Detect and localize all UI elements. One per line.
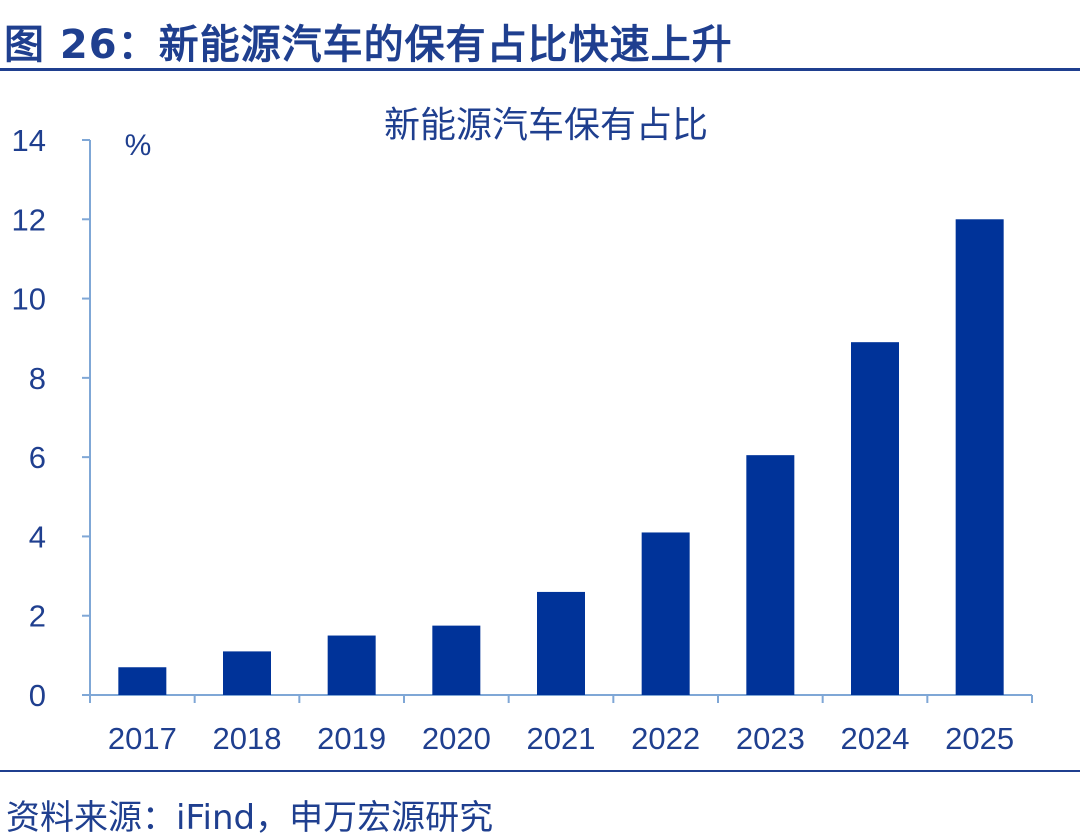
x-tick-label: 2017: [108, 721, 177, 756]
bar-2018: [223, 651, 271, 695]
bar-2019: [327, 635, 376, 695]
y-tick-label: 14: [12, 123, 46, 158]
chart-title: 新能源汽车保有占比: [384, 104, 708, 145]
x-tick-label: 2025: [945, 721, 1014, 756]
x-tick-label: 2019: [317, 721, 386, 756]
y-tick-labels: 0 2 4 6 8 10 12 14: [12, 123, 46, 713]
bar-2022: [641, 532, 690, 695]
bar-2023: [746, 455, 795, 695]
bar-2020: [432, 625, 481, 695]
source-note: 资料来源：iFind，申万宏源研究: [6, 798, 494, 838]
x-tick-label: 2021: [527, 721, 596, 756]
x-tick-label: 2020: [422, 721, 491, 756]
footer-rule: [0, 770, 1080, 772]
x-tick-label: 2022: [631, 721, 700, 756]
y-tick-label: 4: [29, 519, 46, 554]
y-unit-label: %: [125, 129, 152, 162]
y-tick-label: 10: [12, 282, 46, 317]
bar-chart: 新能源汽车保有占比 % 0 2 4 6 8 10 12 14 2017 2018 2019 2020…: [12, 104, 1033, 756]
y-tick-label: 0: [29, 678, 46, 713]
x-tick-label: 2023: [736, 721, 805, 756]
y-tick-label: 8: [29, 361, 46, 396]
figure-title: 图 26：新能源汽车的保有占比快速上升: [4, 22, 733, 68]
x-tick-label: 2024: [841, 721, 910, 756]
y-tick-label: 2: [29, 599, 46, 634]
x-tick-label: 2018: [213, 721, 282, 756]
bar-2017: [118, 667, 167, 695]
bars-group: [118, 219, 1004, 696]
title-rule: [0, 68, 1080, 71]
x-tick-labels: 2017 2018 2019 2020 2021 2022 2023 2024 2025: [108, 721, 1014, 756]
y-tick-label: 6: [29, 440, 46, 475]
bar-2025: [955, 219, 1004, 696]
y-tick-label: 12: [12, 202, 46, 237]
bar-2021: [537, 591, 585, 695]
bar-2024: [851, 342, 899, 695]
